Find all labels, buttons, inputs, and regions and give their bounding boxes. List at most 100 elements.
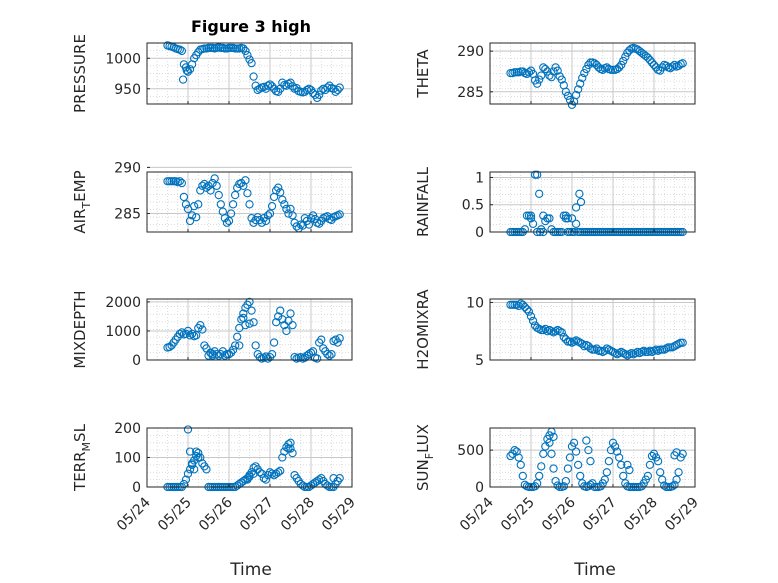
data-point (241, 46, 250, 56)
y-axis-label-main: RAINFALL (414, 166, 432, 237)
data-point (574, 337, 583, 346)
subplot-rainfall: 0 0.5 1 RAINFALL (414, 166, 696, 241)
subplot-air-temp: 285 290 AIRTEMP (71, 160, 353, 234)
data-point (312, 354, 322, 363)
data-point (604, 457, 614, 466)
data-point (565, 453, 575, 462)
data-point (522, 305, 532, 314)
data-point (175, 329, 184, 339)
data-point (255, 468, 264, 477)
data-point (247, 306, 256, 315)
data-point (249, 463, 258, 472)
data-point (535, 324, 544, 334)
data-point (584, 482, 593, 491)
data-point (612, 350, 622, 359)
y-tick-label: 0 (132, 480, 141, 496)
data-point (239, 313, 248, 323)
y-tick-label: 1000 (105, 51, 141, 67)
data-point (245, 319, 254, 328)
data-point (645, 55, 655, 65)
data-point (288, 448, 297, 458)
data-point (175, 177, 184, 186)
data-point (308, 479, 318, 489)
data-point (598, 65, 607, 74)
data-point (528, 316, 538, 326)
data-point (647, 451, 657, 461)
data-point (278, 195, 287, 204)
data-point (267, 350, 277, 359)
data-point (512, 447, 521, 456)
data-series (163, 174, 344, 233)
data-point (617, 347, 626, 357)
data-point (194, 448, 203, 458)
data-point (177, 328, 186, 337)
data-point (551, 327, 560, 336)
data-point (185, 465, 195, 474)
data-point (259, 353, 268, 362)
data-point (183, 425, 193, 434)
data-point (323, 83, 332, 92)
data-point (269, 338, 279, 347)
data-point (674, 468, 683, 477)
data-point (280, 320, 289, 330)
data-point (179, 192, 189, 202)
data-point (247, 58, 256, 68)
x-axis-label-left: Time (229, 560, 272, 580)
data-point (563, 214, 573, 223)
data-point (516, 460, 525, 470)
data-point (183, 469, 193, 478)
data-point (276, 306, 285, 315)
data-point (543, 327, 552, 336)
data-point (208, 178, 217, 188)
y-tick-label: 200 (114, 421, 141, 437)
data-point (243, 189, 252, 198)
data-point (563, 464, 573, 473)
data-point (535, 189, 544, 198)
data-point (284, 209, 293, 218)
data-point (553, 481, 562, 490)
y-tick-label: 0.5 (462, 198, 484, 214)
y-axis-label-suffix: LUX (414, 424, 432, 453)
data-point (610, 442, 620, 451)
data-point (592, 344, 601, 353)
data-point (255, 84, 264, 93)
y-axis-label: SUNFLUX (414, 424, 436, 491)
y-axis-label-subscript: F (423, 453, 436, 459)
data-point (333, 85, 342, 95)
data-point (645, 346, 655, 355)
data-point (198, 181, 207, 190)
data-point (649, 60, 659, 70)
data-point (284, 440, 293, 449)
data-point (212, 181, 221, 190)
data-point (271, 186, 281, 195)
data-point (543, 67, 552, 76)
data-point (286, 309, 295, 318)
data-series (163, 41, 344, 103)
data-point (276, 188, 285, 197)
data-point (222, 218, 232, 227)
y-tick-label: 10 (466, 295, 484, 311)
data-point (230, 190, 240, 200)
data-point (335, 473, 344, 483)
data-point (271, 469, 281, 478)
data-point (656, 468, 665, 477)
y-tick-label: 2000 (105, 295, 141, 311)
data-point (553, 66, 562, 75)
data-point (549, 432, 558, 441)
data-point (198, 325, 207, 334)
figure-title: Figure 3 high (191, 17, 311, 36)
data-point (582, 64, 591, 74)
y-axis-label: AIRTEMP (71, 170, 93, 233)
data-point (255, 352, 264, 362)
data-point (668, 62, 677, 71)
data-point (284, 444, 293, 453)
data-point (269, 471, 279, 480)
data-point (541, 216, 550, 226)
data-point (202, 344, 211, 353)
y-tick-label: 285 (114, 207, 141, 223)
data-point (557, 75, 566, 84)
y-axis-label-suffix: EMP (71, 170, 89, 201)
data-point (549, 464, 558, 473)
data-point (615, 63, 624, 72)
